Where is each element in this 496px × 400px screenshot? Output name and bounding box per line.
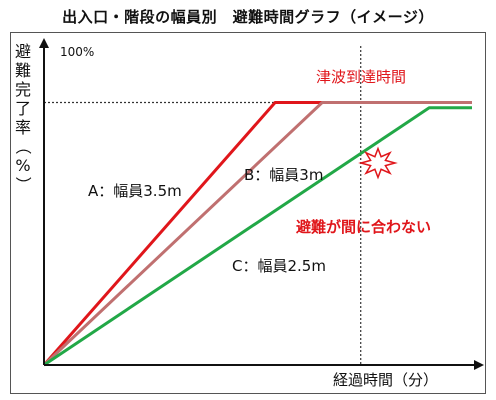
- series-b-label: B：幅員3m: [244, 166, 323, 184]
- y-axis-label-char: %: [15, 156, 31, 175]
- x-axis-label: 経過時間（分）: [333, 371, 438, 389]
- y-tick-label-100: 100%: [60, 45, 94, 59]
- series-a-label: A：幅員3.5m: [88, 182, 182, 200]
- y-axis-label-char: 避: [14, 42, 31, 61]
- annotation-too-late: 避難が間に合わない: [296, 218, 431, 236]
- x-axis-arrow: [474, 360, 484, 370]
- series-b-line: [42, 101, 472, 367]
- y-axis-arrow: [39, 38, 49, 48]
- y-axis-label: 避難完了率（%）: [13, 42, 33, 194]
- y-axis-label-char: 率: [14, 118, 31, 137]
- burst-icon: [358, 146, 398, 180]
- chart-title: 出入口・階段の幅員別 避難時間グラフ（イメージ）: [62, 8, 434, 26]
- y-axis-label-char: 了: [14, 99, 31, 118]
- annotation-tsunami-time: 津波到達時間: [316, 68, 406, 86]
- chart-frame: [10, 32, 486, 394]
- y-axis-label-char: 難: [14, 61, 31, 80]
- y-axis-label-char: 完: [14, 80, 31, 99]
- series-c-label: C：幅員2.5m: [232, 257, 326, 275]
- series-c-line: [43, 106, 472, 367]
